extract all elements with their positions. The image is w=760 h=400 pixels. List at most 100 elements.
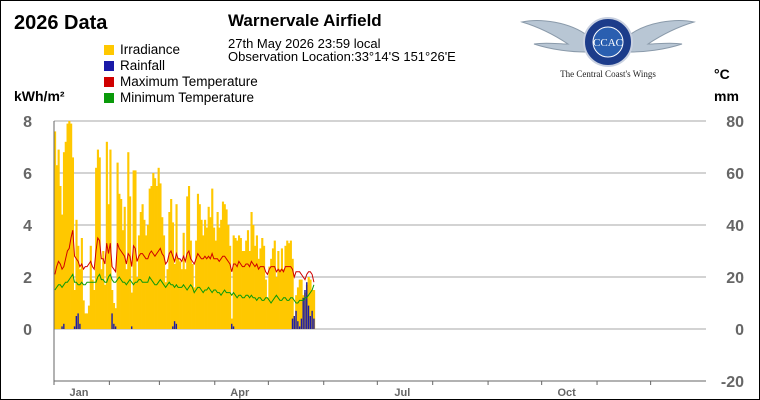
irradiance-bar [184, 269, 187, 329]
irradiance-bar [112, 303, 116, 329]
irradiance-bar [279, 269, 282, 329]
irradiance-bar [123, 206, 126, 329]
irradiance-bar [79, 269, 82, 329]
irradiance-bar [150, 186, 153, 329]
rainfall-bar [63, 323, 65, 329]
irradiance-bar [109, 149, 112, 329]
legend-swatch [104, 93, 114, 103]
irradiance-bar [264, 279, 267, 329]
irradiance-bar [105, 141, 108, 329]
irradiance-bar [273, 240, 276, 329]
logo-caption: The Central Coast's Wings [560, 69, 656, 79]
right-tick-label: 20 [726, 270, 744, 287]
rainfall-bars [61, 282, 315, 329]
rainfall-bar [304, 290, 306, 329]
irradiance-bar [54, 131, 57, 329]
rainfall-bar [114, 326, 117, 329]
max-temperature-line [54, 230, 315, 283]
irradiance-bar [196, 193, 200, 329]
irradiance-bar [193, 287, 196, 329]
irradiance-bar [229, 245, 232, 329]
legend-swatch [104, 61, 114, 71]
irradiance-bar [93, 290, 96, 329]
irradiance-bar [182, 232, 185, 329]
irradiance-bar [166, 269, 169, 329]
legend-label: Irradiance [120, 42, 181, 57]
irradiance-bar [175, 204, 178, 329]
legend-swatch [104, 45, 114, 55]
irradiance-bar [195, 240, 198, 329]
irradiance-bar [205, 227, 208, 329]
irradiance-bar [179, 261, 182, 329]
irradiance-bar [125, 269, 128, 329]
rainfall-bar [79, 323, 81, 329]
rainfall-bar [173, 321, 176, 329]
station-name: Warnervale Airfield [228, 11, 382, 30]
irradiance-bar [262, 245, 266, 329]
irradiance-bar [245, 240, 248, 329]
rainfall-bar [293, 316, 295, 329]
irradiance-bar [313, 290, 316, 329]
left-tick-label: 2 [23, 270, 32, 287]
irradiance-bar [75, 219, 78, 329]
rainfall-bar [175, 323, 178, 329]
irradiance-bar [87, 305, 91, 329]
irradiance-bar [207, 206, 210, 329]
irradiance-bar [255, 235, 258, 329]
irradiance-bar [239, 238, 242, 329]
irradiance-bar [82, 300, 85, 329]
irradiance-bar [186, 196, 189, 329]
irradiance-bar [132, 170, 135, 329]
irradiance-bar [282, 269, 285, 329]
irradiance-bar [130, 292, 133, 329]
irradiance-bar [212, 227, 216, 329]
irradiance-bar [77, 245, 80, 329]
observation-location: Observation Location:33°14'S 151°26'E [228, 49, 456, 64]
irradiance-bar [214, 240, 217, 329]
rainfall-bar [232, 326, 235, 329]
irradiance-bar [275, 277, 278, 329]
legend-label: Rainfall [120, 58, 166, 73]
page-title: 2026 Data [14, 12, 108, 34]
right-axis-unit-rainfall: mm [714, 88, 739, 104]
irradiance-bar [129, 196, 132, 329]
rainfall-bar [297, 321, 299, 329]
irradiance-bar [307, 277, 310, 329]
rainfall-bar [77, 313, 79, 329]
left-tick-label: 0 [23, 322, 32, 339]
irradiance-bar [280, 248, 283, 329]
irradiance-bar [59, 186, 62, 329]
rainfall-bar [291, 318, 294, 329]
irradiance-bar [252, 225, 255, 329]
irradiance-bar [162, 235, 166, 329]
irradiance-bar [157, 167, 160, 329]
left-tick-label: 4 [23, 218, 32, 235]
irradiance-bar [254, 245, 257, 329]
irradiance-bar [270, 258, 273, 329]
irradiance-bar [232, 235, 235, 329]
rainfall-bar [61, 326, 63, 329]
left-tick-label: 8 [23, 114, 32, 131]
irradiance-bar [114, 308, 117, 329]
irradiance-bar [248, 251, 251, 329]
legend-swatch [104, 77, 114, 87]
rainfall-bar [113, 323, 115, 329]
irradiance-bar [137, 235, 141, 329]
irradiance-bar [70, 123, 73, 329]
irradiance-bar [271, 248, 275, 329]
irradiance-bar [311, 290, 314, 329]
legend-min-temperature: Minimum Temperature [104, 90, 254, 105]
irradiance-bar [225, 209, 228, 329]
irradiance-bar [300, 279, 303, 329]
irradiance-bar [250, 212, 253, 329]
irradiance-bar [211, 188, 214, 329]
irradiance-bar [111, 290, 114, 329]
rainfall-bar [172, 326, 174, 329]
irradiance-bar [177, 258, 180, 329]
irradiance-bar [152, 173, 155, 329]
rainfall-bar [75, 316, 78, 329]
irradiance-bar [259, 248, 262, 329]
irradiance-bar [84, 313, 87, 329]
